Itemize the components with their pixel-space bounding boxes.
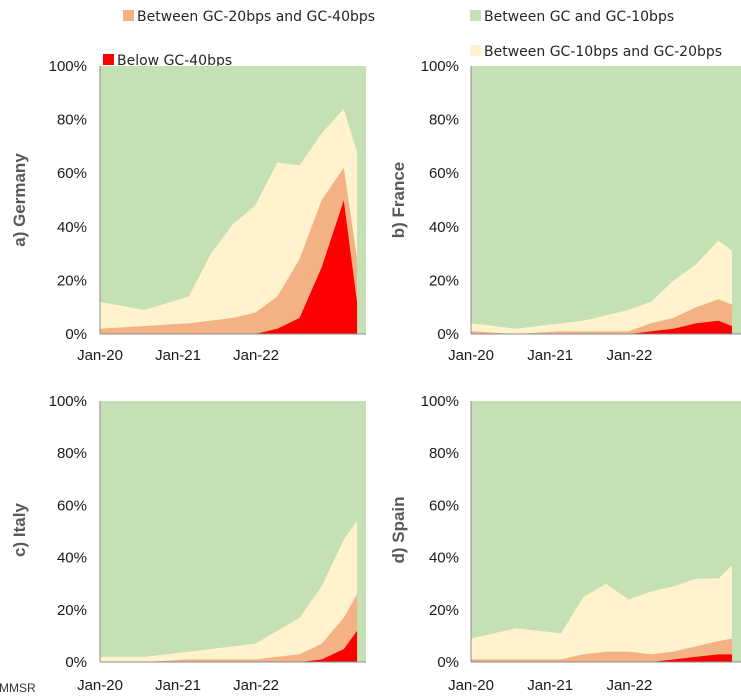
y-tick-label: 80% [429, 445, 459, 462]
x-tick-label: Jan-20 [448, 347, 494, 364]
area-series-gc_0_10 [471, 401, 732, 639]
panel-title: b) France [389, 162, 408, 239]
area-series-gc_0_10 [471, 66, 732, 329]
y-tick-label: 60% [429, 165, 459, 182]
x-tick-label: Jan-21 [527, 677, 573, 694]
area-series-gc_10_20 [100, 521, 358, 662]
chart-panel-3: 0% 20% 40% 60% 80% 100% Jan-20 Jan-21 Jan-22 c) I… [10, 393, 366, 694]
panel-title: c) Italy [10, 503, 29, 557]
chart-panel-4: 0% 20% 40% 60% 80% 100% Jan-20 Jan-21 Jan-22 d) S… [389, 393, 741, 694]
chart-panels: 0% 20% 40% 60% 80% 100% Jan-20 Jan-21 Jan-22 a) G… [10, 58, 741, 694]
legend-swatch-gc_20_40 [123, 10, 134, 21]
y-tick-label: 20% [429, 602, 459, 619]
area-series-gc_0_10 [100, 66, 358, 310]
y-tick-label: 20% [57, 602, 87, 619]
chart-panel-2: 0% 20% 40% 60% 80% 100% Jan-20 Jan-21 Jan-22 b) F… [389, 58, 741, 364]
area-series-gc_0_10 [100, 401, 358, 657]
area-series-gc_20_40 [471, 299, 732, 334]
legend-label-below_40: Below GC-40bps [117, 53, 232, 69]
area-series-below_40 [100, 630, 358, 662]
x-tick-label: Jan-20 [448, 677, 494, 694]
area-series-gc_10_20 [100, 108, 358, 329]
legend-item-below_40: Below GC-40bps [103, 53, 232, 69]
legend-swatch-below_40 [103, 54, 114, 65]
y-tick-label: 60% [57, 497, 87, 514]
panel-title: d) Spain [389, 496, 408, 563]
legend: Between GC-20bps and GC-40bps Between GC … [103, 9, 722, 69]
area-series-gc_20_40 [471, 638, 732, 662]
area-series-below_40 [471, 320, 732, 334]
y-tick-label: 80% [429, 112, 459, 129]
area-series-gc_10_20 [471, 240, 732, 334]
y-tick-label: 0% [65, 326, 87, 343]
y-tick-label: 40% [429, 550, 459, 567]
y-tick-label: 0% [65, 654, 87, 671]
y-tick-label: 80% [57, 445, 87, 462]
y-tick-label: 60% [429, 497, 459, 514]
y-tick-label: 40% [429, 219, 459, 236]
chart-panel-1: 0% 20% 40% 60% 80% 100% Jan-20 Jan-21 Jan-22 a) G… [10, 58, 366, 364]
legend-label-gc_0_10: Between GC and GC-10bps [484, 9, 674, 25]
legend-label-gc_10_20: Between GC-10bps and GC-20bps [484, 44, 722, 60]
y-tick-label: 40% [57, 219, 87, 236]
area-series-gc_20_40 [100, 167, 358, 334]
x-tick-label: Jan-21 [155, 347, 201, 364]
legend-item-gc_0_10: Between GC and GC-10bps [470, 9, 674, 25]
y-tick-label: 40% [57, 550, 87, 567]
x-tick-label: Jan-22 [233, 677, 279, 694]
y-tick-label: 100% [421, 393, 459, 410]
x-tick-label: Jan-20 [77, 677, 123, 694]
y-tick-label: 20% [429, 272, 459, 289]
x-tick-label: Jan-21 [527, 347, 573, 364]
legend-item-gc_20_40: Between GC-20bps and GC-40bps [123, 9, 375, 25]
y-tick-label: 20% [57, 272, 87, 289]
area-series-gc_10_20 [471, 565, 732, 660]
x-tick-label: Jan-20 [77, 347, 123, 364]
y-tick-label: 60% [57, 165, 87, 182]
legend-item-gc_10_20: Between GC-10bps and GC-20bps [470, 44, 722, 60]
area-series-below_40 [100, 200, 358, 334]
y-tick-label: 0% [437, 326, 459, 343]
y-tick-label: 80% [57, 112, 87, 129]
legend-swatch-gc_0_10 [470, 10, 481, 21]
x-tick-label: Jan-22 [606, 677, 652, 694]
source-note: MMSR [0, 681, 36, 695]
panel-title: a) Germany [10, 153, 29, 247]
y-tick-label: 100% [49, 393, 87, 410]
legend-swatch-gc_10_20 [470, 45, 481, 56]
x-tick-label: Jan-21 [155, 677, 201, 694]
y-tick-label: 100% [49, 58, 87, 75]
y-tick-label: 0% [437, 654, 459, 671]
area-series-below_40 [471, 654, 732, 662]
x-tick-label: Jan-22 [606, 347, 652, 364]
y-tick-label: 100% [421, 58, 459, 75]
legend-label-gc_20_40: Between GC-20bps and GC-40bps [137, 9, 375, 25]
x-tick-label: Jan-22 [233, 347, 279, 364]
